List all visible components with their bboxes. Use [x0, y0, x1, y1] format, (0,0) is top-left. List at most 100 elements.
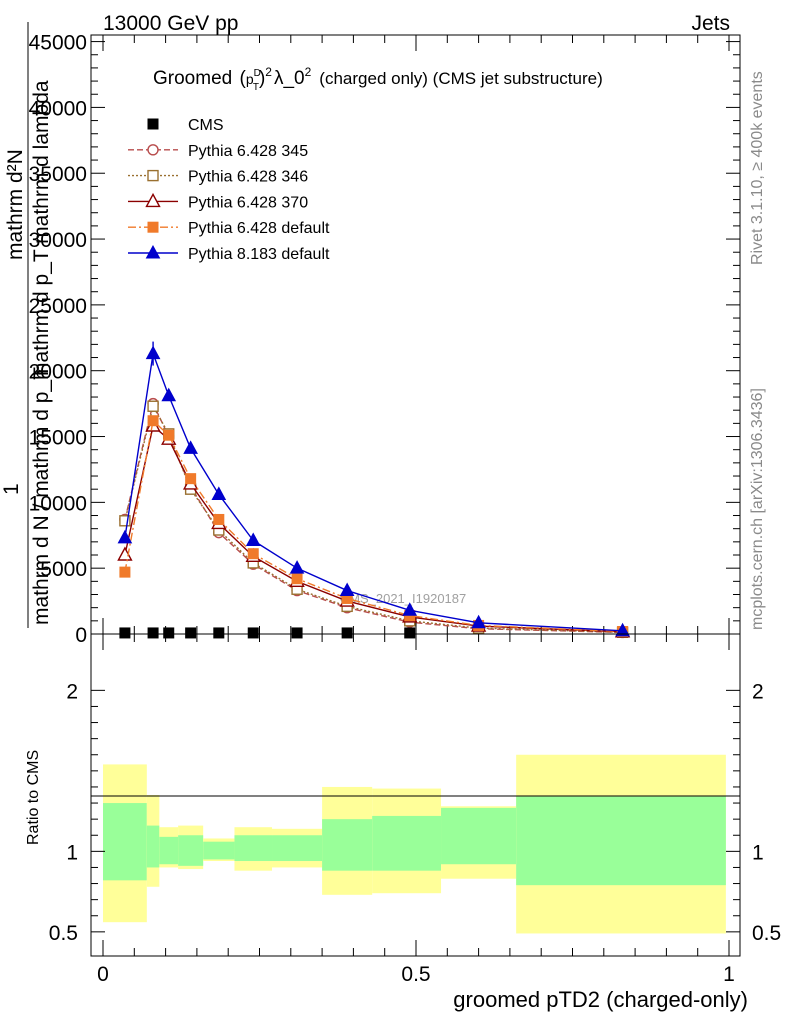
legend-marker: [147, 169, 159, 182]
ratio-band-green: [203, 841, 235, 860]
main-ytick-label: 45000: [29, 32, 87, 55]
ratio-band-green: [234, 835, 273, 862]
ratio-ytick-label-right: 1: [752, 841, 764, 864]
ratio-ytick-label: 1: [66, 841, 78, 864]
ratio-y-ticks: 0.5 0.5 1 1 2 2: [49, 680, 781, 945]
header-right: Jets: [691, 12, 730, 35]
watermark: CMS_2021_I1920187: [340, 591, 467, 606]
ratio-xtick-label: 1: [723, 963, 735, 986]
title-rest-sup: 2: [305, 65, 312, 79]
data-point: [185, 473, 197, 485]
legend-marker: [145, 192, 161, 208]
data-point: [147, 415, 159, 427]
title-sup-d: D: [254, 68, 261, 79]
ratio-band-green: [146, 825, 160, 868]
data-point: [245, 532, 261, 547]
data-point: [119, 515, 131, 527]
ratio-xtick-label: 0.5: [401, 963, 430, 986]
ratio-band-green: [272, 835, 323, 862]
ratio-x-ticks: 0 0.5 1: [97, 634, 735, 986]
main-ytick-label: 15000: [29, 427, 87, 450]
data-point: [211, 486, 227, 500]
svg-text:Groomed (pDT)2λ_02(charg: Groomed (pD T)2 λ_02 (charged only) (CMS je…: [153, 65, 603, 93]
ratio-band-green: [159, 836, 179, 865]
ratio-plot-panel: 0.5 0.51 12 2 0 0.5 1 Ratio to CMS: [25, 633, 781, 986]
main-ytick-label: 0: [75, 624, 87, 647]
legend: CMS Pythia 6.428 345 Pythia 6.428 346 Pythi…: [128, 117, 330, 263]
legend-item: Pythia 8.183 default: [128, 244, 330, 263]
data-point: [402, 602, 418, 616]
title-lambda: λ: [274, 68, 284, 89]
data-point: [291, 573, 303, 585]
title-suffix: (charged only) (CMS jet substructure): [319, 69, 602, 88]
legend-item: Pythia 6.428 default: [128, 220, 330, 237]
y-axis-label: mathrm d²N mathrm d p_T mathrm d lambda …: [0, 22, 53, 628]
rivet-label: Rivet 3.1.10, ≥ 400k events: [749, 71, 766, 265]
main-ytick-label: 20000: [29, 361, 87, 384]
ylabel-line-2: mathrm d p_T mathrm d lambda: [30, 80, 53, 380]
main-x-ticks: [102, 35, 730, 634]
main-ytick-label: 40000: [29, 97, 87, 120]
data-point: [119, 566, 131, 578]
mcplots-label: mcplots.cern.ch [arXiv:1306.3436]: [749, 388, 766, 630]
data-point: [247, 548, 259, 560]
main-plot-panel: 0 5000 10000 15000 20000 25000 30000 35000 40000…: [29, 32, 741, 647]
data-point: [291, 627, 303, 639]
title-sub-t: T: [253, 82, 259, 93]
title-p: p: [246, 71, 254, 87]
legend-item: Pythia 6.428 345: [128, 143, 308, 160]
ratio-ytick-label-right: 2: [752, 680, 764, 703]
legend-marker: [145, 244, 161, 259]
main-series-group: [117, 341, 631, 639]
ratio-bands: [103, 754, 726, 934]
title-sq: 2: [265, 65, 272, 79]
data-point: [404, 627, 416, 639]
legend-label: Pythia 6.428 345: [188, 143, 308, 160]
ylabel-line-1: mathrm d²N: [4, 149, 27, 260]
ratio-band-green: [103, 803, 147, 881]
main-ytick-label: 10000: [29, 492, 87, 515]
x-axis-label: groomed pTD2 (charged-only): [453, 987, 748, 1012]
data-point: [341, 627, 353, 639]
data-point: [145, 345, 161, 360]
main-ytick-label: 25000: [29, 295, 87, 318]
ratio-xtick-label: 0: [97, 963, 109, 986]
ratio-band-green: [178, 835, 204, 866]
legend-item: Pythia 6.428 346: [128, 169, 308, 186]
title-prefix: Groomed: [153, 68, 232, 89]
legend-label: Pythia 6.428 370: [188, 194, 308, 211]
data-point: [163, 429, 175, 441]
data-point: [161, 387, 177, 402]
main-y-ticks: 0 5000 10000 15000 20000 25000 30000 35000 40000…: [29, 32, 740, 647]
ratio-band-green: [516, 796, 726, 886]
ylabel-line-3: 1: [0, 483, 23, 495]
data-point: [615, 622, 630, 637]
series-cms: [119, 627, 416, 639]
ylabel-line-4: mathrm d N / mathrm d p_T: [30, 367, 53, 625]
legend-label: Pythia 6.428 default: [188, 220, 330, 237]
ratio-y-label: Ratio to CMS: [25, 750, 42, 845]
legend-marker: [147, 221, 159, 233]
data-point: [471, 614, 486, 629]
legend-label: CMS: [188, 117, 224, 134]
data-point: [183, 440, 198, 454]
data-point: [163, 627, 175, 639]
plot-title: Groomed (pD T)2 λ_02 (charged only) (CMS je…: [153, 65, 603, 93]
ratio-ytick-label-right: 0.5: [752, 922, 781, 945]
legend-marker: [147, 144, 159, 156]
ratio-band-green: [372, 815, 442, 871]
data-point: [117, 529, 133, 544]
legend-item: Pythia 6.428 370: [128, 192, 308, 211]
data-point: [119, 627, 131, 639]
header-left: 13000 GeV pp: [103, 12, 238, 35]
data-point: [147, 400, 159, 412]
series-line: [124, 404, 623, 633]
main-ytick-label: 35000: [29, 163, 87, 186]
main-ytick-label: 5000: [40, 558, 87, 581]
legend-item: CMS: [147, 117, 224, 134]
series-pythia-8-183-default: [117, 341, 630, 637]
data-point: [213, 627, 225, 639]
legend-marker: [147, 118, 159, 130]
title-rest: _0: [282, 68, 304, 89]
legend-label: Pythia 8.183 default: [188, 246, 330, 263]
